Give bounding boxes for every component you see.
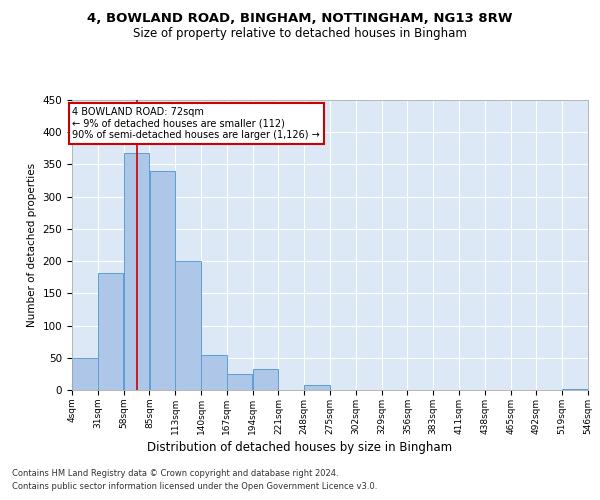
Bar xyxy=(72,358,98,390)
Text: Contains public sector information licensed under the Open Government Licence v3: Contains public sector information licen… xyxy=(12,482,377,491)
Bar xyxy=(201,354,227,390)
Bar xyxy=(304,386,330,390)
Text: Contains HM Land Registry data © Crown copyright and database right 2024.: Contains HM Land Registry data © Crown c… xyxy=(12,468,338,477)
Bar xyxy=(149,171,175,390)
Bar xyxy=(175,261,201,390)
Bar xyxy=(227,374,253,390)
Bar xyxy=(562,388,588,390)
Y-axis label: Number of detached properties: Number of detached properties xyxy=(27,163,37,327)
Text: Distribution of detached houses by size in Bingham: Distribution of detached houses by size … xyxy=(148,441,452,454)
Bar xyxy=(124,154,149,390)
Bar xyxy=(253,370,278,390)
Text: 4, BOWLAND ROAD, BINGHAM, NOTTINGHAM, NG13 8RW: 4, BOWLAND ROAD, BINGHAM, NOTTINGHAM, NG… xyxy=(87,12,513,26)
Bar xyxy=(98,272,124,390)
Text: Size of property relative to detached houses in Bingham: Size of property relative to detached ho… xyxy=(133,28,467,40)
Text: 4 BOWLAND ROAD: 72sqm
← 9% of detached houses are smaller (112)
90% of semi-deta: 4 BOWLAND ROAD: 72sqm ← 9% of detached h… xyxy=(73,107,320,140)
